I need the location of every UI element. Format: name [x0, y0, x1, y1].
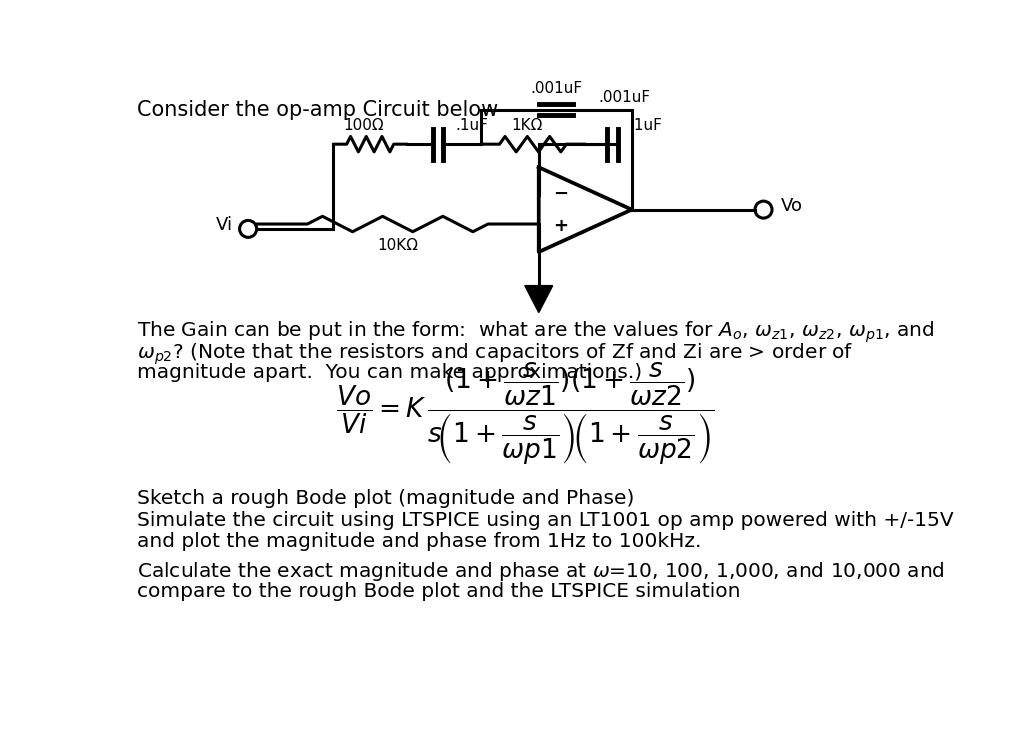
- Text: 1KΩ: 1KΩ: [511, 119, 543, 133]
- Text: .001uF: .001uF: [530, 81, 583, 96]
- Text: Calculate the exact magnitude and phase at $\omega$=10, 100, 1,000, and 10,000 a: Calculate the exact magnitude and phase …: [137, 560, 945, 583]
- Text: magnitude apart.  You can make approximations.): magnitude apart. You can make approximat…: [137, 363, 642, 382]
- Text: Simulate the circuit using LTSPICE using an LT1001 op amp powered with +/-15V: Simulate the circuit using LTSPICE using…: [137, 511, 954, 530]
- Text: −: −: [553, 185, 568, 203]
- Text: Vo: Vo: [780, 196, 803, 215]
- Text: and plot the magnitude and phase from 1Hz to 100kHz.: and plot the magnitude and phase from 1H…: [137, 532, 701, 551]
- Text: +: +: [553, 216, 567, 235]
- Text: compare to the rough Bode plot and the LTSPICE simulation: compare to the rough Bode plot and the L…: [137, 581, 740, 600]
- Text: 100Ω: 100Ω: [344, 119, 384, 133]
- Text: Sketch a rough Bode plot (magnitude and Phase): Sketch a rough Bode plot (magnitude and …: [137, 489, 635, 508]
- Text: The Gain can be put in the form:  what are the values for $\mathit{A}$$_o$, $\om: The Gain can be put in the form: what ar…: [137, 320, 935, 345]
- Text: $\omega$$_{p2}$? (Note that the resistors and capacitors of Zf and Zi are > orde: $\omega$$_{p2}$? (Note that the resistor…: [137, 342, 854, 366]
- Text: $\dfrac{Vo}{Vi} = K\,\dfrac{(1+\dfrac{s}{\omega z1})(1+\dfrac{s}{\omega z2})}{s\: $\dfrac{Vo}{Vi} = K\,\dfrac{(1+\dfrac{s}…: [336, 361, 714, 467]
- Text: Consider the op-amp Circuit below: Consider the op-amp Circuit below: [137, 100, 499, 119]
- Polygon shape: [524, 286, 553, 312]
- Text: .1uF: .1uF: [630, 119, 663, 133]
- Text: Vi: Vi: [215, 216, 232, 234]
- Text: 10KΩ: 10KΩ: [377, 238, 418, 253]
- Text: .001uF: .001uF: [599, 90, 651, 106]
- Text: .1uF: .1uF: [455, 119, 487, 133]
